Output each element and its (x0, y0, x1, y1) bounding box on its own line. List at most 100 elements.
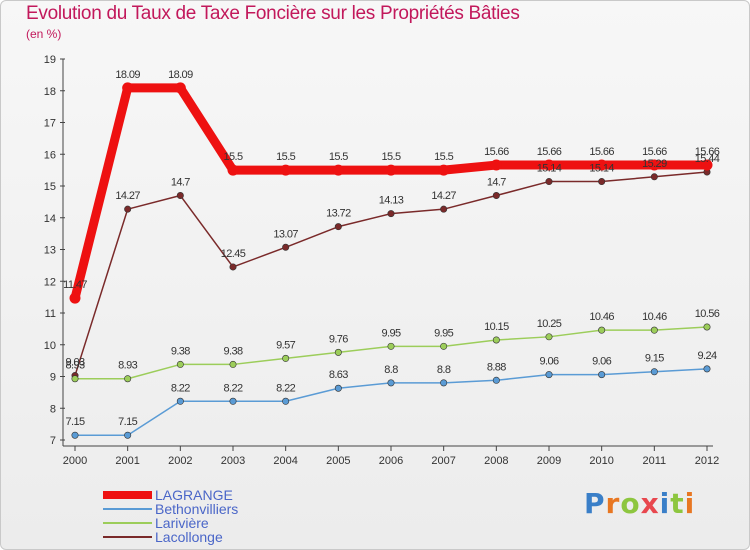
data-label: 15.5 (381, 151, 400, 163)
legend-label: Bethonvilliers (155, 501, 238, 517)
data-point (124, 205, 132, 213)
data-label: 15.66 (642, 146, 667, 158)
y-tick-label: 9 (50, 372, 56, 384)
chart-title: Evolution du Taux de Taxe Foncière sur l… (26, 3, 520, 24)
x-tick-label: 2010 (589, 455, 613, 467)
data-label: 10.46 (589, 311, 614, 323)
data-label: 9.15 (645, 353, 664, 365)
data-point (282, 397, 290, 405)
data-point (332, 164, 344, 176)
y-tick-label: 12 (44, 276, 56, 288)
data-point (280, 164, 292, 176)
data-label: 8.63 (329, 369, 348, 381)
data-point (701, 159, 713, 171)
data-label: 13.72 (326, 208, 351, 220)
x-tick-label: 2012 (695, 455, 719, 467)
y-tick-label: 15 (44, 181, 56, 193)
data-label: 8.22 (223, 382, 242, 394)
data-label: 7.15 (65, 416, 84, 428)
chart-axes: 7 8 9 10 11 12 13 14 15 16 17 18 19 2000 2001 2002 2003 2… (44, 54, 719, 467)
data-label: 15.14 (537, 163, 562, 175)
y-tick-label: 14 (44, 213, 56, 225)
data-point (229, 360, 237, 368)
data-point (334, 348, 342, 356)
data-point (387, 379, 395, 387)
legend-label: Lacollonge (155, 529, 223, 545)
data-label: 10.46 (642, 311, 667, 323)
brand-logo: Proxiti (584, 487, 695, 520)
data-point (176, 192, 184, 200)
data-label: 15.14 (589, 163, 614, 175)
data-label: 9.38 (171, 345, 190, 357)
brand-letter: x (640, 487, 660, 520)
chart-legend: LAGRANGEBethonvilliersLarivièreLacollong… (103, 487, 238, 545)
x-tick-label: 2003 (221, 455, 245, 467)
data-point (703, 323, 711, 331)
data-label: 9.95 (381, 327, 400, 339)
data-label: 10.56 (695, 308, 720, 320)
data-label: 15.66 (484, 146, 509, 158)
data-point (122, 82, 134, 94)
data-point (69, 292, 81, 304)
data-point (596, 159, 608, 171)
data-label: 13.07 (273, 228, 298, 240)
data-label: 15.44 (695, 153, 720, 165)
data-point (440, 205, 448, 213)
x-tick-label: 2006 (379, 455, 403, 467)
brand-letter: i (684, 487, 696, 520)
data-point (650, 368, 658, 376)
data-point (490, 159, 502, 171)
series-bethonvilliers (71, 365, 711, 439)
data-point (650, 326, 658, 334)
data-label: 14.27 (431, 190, 456, 202)
data-point (174, 82, 186, 94)
y-tick-label: 18 (44, 86, 56, 98)
data-label: 15.5 (329, 151, 348, 163)
data-label: 8.8 (384, 364, 398, 376)
data-point (282, 354, 290, 362)
legend-label: LAGRANGE (155, 487, 233, 503)
data-label: 15.66 (589, 146, 614, 158)
data-point (387, 342, 395, 350)
data-point (229, 397, 237, 405)
data-label: 8.22 (276, 382, 295, 394)
data-point (71, 375, 79, 383)
data-point (71, 431, 79, 439)
data-point (124, 375, 132, 383)
y-tick-label: 16 (44, 149, 56, 161)
data-label: 15.66 (695, 146, 720, 158)
data-label: 9.38 (223, 345, 242, 357)
y-tick-label: 17 (44, 118, 56, 130)
data-label: 8.93 (65, 360, 84, 372)
data-point (545, 178, 553, 186)
data-point (227, 164, 239, 176)
data-label: 9.95 (434, 327, 453, 339)
data-label: 14.7 (487, 177, 506, 189)
data-point (229, 263, 237, 271)
data-label: 10.15 (484, 321, 509, 333)
x-tick-label: 2008 (484, 455, 508, 467)
series-line-lagrange (70, 83, 707, 300)
data-label: 14.7 (171, 177, 190, 189)
brand-letter: i (659, 487, 671, 520)
data-label: 10.25 (537, 318, 562, 330)
legend-label: Larivière (155, 515, 209, 531)
data-point (334, 223, 342, 231)
y-tick-label: 8 (50, 403, 56, 415)
data-label: 15.66 (537, 146, 562, 158)
data-point (492, 336, 500, 344)
x-tick-label: 2011 (643, 455, 667, 467)
data-point (176, 397, 184, 405)
data-label: 18.09 (168, 69, 193, 81)
brand-letter: t (670, 487, 685, 520)
data-label: 9.57 (276, 339, 295, 351)
data-label: 18.09 (115, 69, 140, 81)
data-point (440, 379, 448, 387)
data-label: 12.45 (221, 248, 246, 260)
data-point (385, 164, 397, 176)
y-tick-label: 7 (50, 435, 56, 447)
data-point (703, 365, 711, 373)
series-lariviere (71, 323, 711, 383)
brand-letter: o (620, 487, 641, 520)
